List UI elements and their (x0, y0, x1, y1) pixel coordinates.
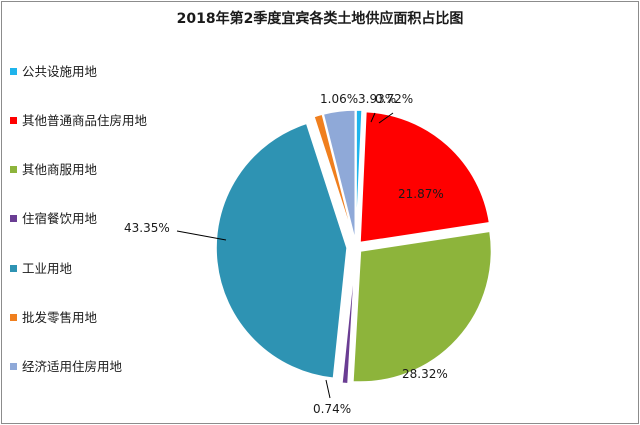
data-label: 3.93% (358, 92, 396, 106)
leader-line (176, 230, 227, 241)
legend-label: 其他商服用地 (22, 162, 98, 177)
legend-label: 公共设施用地 (22, 64, 98, 79)
pie-slice (352, 230, 493, 383)
legend-label: 批发零售用地 (22, 310, 98, 325)
legend-label: 其他普通商品住房用地 (22, 113, 148, 128)
data-label: 43.35% (124, 221, 170, 235)
chart-title: 2018年第2季度宜宾各类土地供应面积占比图 (176, 11, 464, 27)
data-label: 0.74% (313, 402, 351, 416)
pie-slice (322, 109, 357, 242)
pie-slice (359, 110, 491, 244)
legend-swatch (10, 166, 17, 173)
data-label: 0.72% (375, 92, 413, 106)
legend-swatch (10, 68, 17, 75)
data-label: 21.87% (398, 187, 444, 201)
leader-line (370, 112, 376, 123)
legend-swatch (10, 215, 17, 222)
legend-swatch (10, 314, 17, 321)
leader-line (325, 379, 331, 399)
legend-swatch (10, 117, 17, 124)
data-label: 1.06% (320, 92, 358, 106)
data-label: 28.32% (402, 367, 448, 381)
pie-slice (312, 113, 356, 242)
legend-label: 经济适用住房用地 (22, 359, 123, 374)
pie-slice (355, 109, 363, 242)
legend-swatch (10, 265, 17, 272)
pie-slice (215, 122, 348, 380)
pie-slice (341, 252, 357, 385)
leader-line (378, 112, 394, 124)
legend-label: 工业用地 (22, 261, 73, 276)
legend-label: 住宿餐饮用地 (22, 211, 98, 226)
legend-swatch (10, 363, 17, 370)
